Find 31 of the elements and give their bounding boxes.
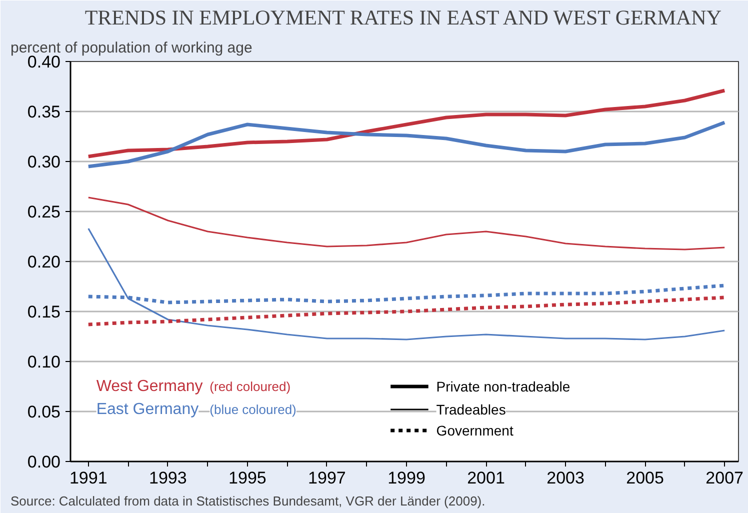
x-tick-label: 1999	[388, 468, 426, 488]
x-tick-label: 1995	[228, 468, 266, 488]
x-tick-label: 1991	[69, 468, 108, 488]
y-tick-label: 0.25	[27, 202, 61, 222]
line-series	[86, 296, 726, 326]
line-series	[88, 228, 726, 340]
x-tick-label: 2007	[706, 468, 744, 488]
x-tick-label: 1997	[308, 468, 346, 488]
annotation: West Germany	[96, 378, 203, 395]
y-tick-label: 0.00	[27, 452, 61, 472]
y-tick-label: 0.35	[27, 102, 61, 122]
line-series	[86, 120, 726, 168]
source-note: Source: Calculated from data in Statistisches Bundesamt, VGR der Länder (2009).	[10, 494, 486, 508]
y-tick-label: 0.20	[27, 252, 61, 272]
annotation: East Germany	[96, 401, 199, 418]
x-tick-label: 2005	[626, 468, 664, 488]
y-tick-label: 0.10	[27, 352, 61, 372]
annotation: Government	[436, 422, 514, 438]
x-tick-label: 2001	[467, 468, 505, 488]
x-tick-label: 1993	[149, 468, 187, 488]
y-tick-label: 0.15	[27, 302, 61, 322]
annotation: (red coloured)	[210, 379, 291, 394]
line-series	[88, 196, 726, 250]
annotation: Tradeables	[436, 402, 506, 418]
annotation: Private non-tradeable	[436, 378, 570, 394]
x-tick-label: 2003	[546, 468, 584, 488]
annotation: (blue coloured)	[210, 402, 296, 417]
chart-title: TRENDS IN EMPLOYMENT RATES IN EAST AND WEST GERMANY	[84, 6, 722, 30]
line-series	[86, 88, 726, 158]
y-tick-label: 0.05	[27, 402, 61, 422]
y-tick-label: 0.30	[27, 152, 61, 172]
